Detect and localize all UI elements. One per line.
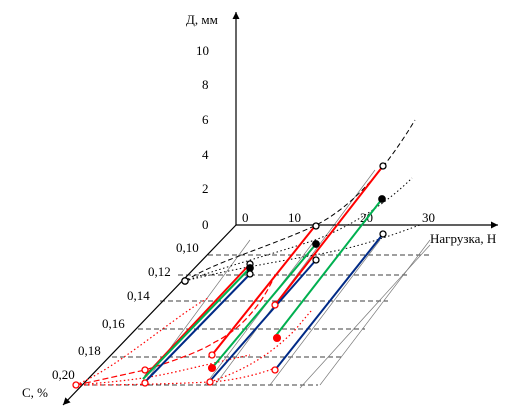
- marker-open-red: [208, 351, 216, 359]
- green-line: [142, 267, 251, 380]
- x-tick-label: 30: [422, 210, 435, 225]
- depth-axis: [62, 224, 237, 406]
- red-dotted-curve-3: [75, 297, 209, 386]
- marker-open-red: [72, 381, 80, 389]
- red-line: [211, 225, 316, 356]
- marker-open-black: [312, 222, 320, 230]
- x-axis-label: Нагрузка, Н: [430, 231, 496, 246]
- depth-projection-lines: [142, 169, 431, 389]
- x-tick-label: 10: [288, 210, 301, 225]
- marker-filled-black: [246, 264, 254, 272]
- x-tick-label: 0: [242, 210, 249, 225]
- y-axis-label: Д, мм: [186, 12, 218, 27]
- black-envelope-curves: [184, 119, 421, 282]
- horizontal-ticks: 0 10 20 30 Нагрузка, Н: [242, 210, 496, 246]
- axes: [62, 12, 498, 406]
- blue-line: [209, 259, 317, 382]
- red-dashed-curve: [75, 274, 276, 386]
- green-line: [211, 243, 317, 369]
- depth-grid: [84, 254, 430, 386]
- marker-open-red: [271, 366, 279, 374]
- marker-open-red: [206, 378, 214, 386]
- marker-filled-black: [312, 240, 320, 248]
- black-dotted-curve: [184, 177, 413, 282]
- red-dotted-curve-2: [75, 367, 276, 386]
- vertical-ticks: 0 2 4 6 8 10 Д, мм: [186, 12, 218, 232]
- marker-open-red: [141, 366, 149, 374]
- y-tick-label: 6: [202, 112, 209, 127]
- marker-open-black: [312, 256, 320, 264]
- y-tick-label: 10: [196, 43, 209, 58]
- marker-open-black: [379, 230, 387, 238]
- red-line: [274, 165, 384, 306]
- red-envelope-curves: [75, 274, 313, 386]
- blue-line: [144, 273, 251, 383]
- depth-axis-label: С, %: [22, 385, 48, 400]
- y-tick-label: 4: [202, 147, 209, 162]
- markers: [72, 162, 387, 389]
- depth-tick-label: 0,18: [78, 343, 101, 358]
- y-tick-label: 8: [202, 77, 209, 92]
- marker-filled-red: [207, 363, 217, 373]
- series-lines: [142, 165, 384, 383]
- marker-filled-black: [378, 195, 386, 203]
- marker-open-black: [379, 162, 387, 170]
- marker-open-black: [181, 277, 189, 285]
- depth-ticks: 0,10 0,12 0,14 0,16 0,18 0,20 С, %: [22, 240, 199, 400]
- depth-tick-label: 0,12: [148, 264, 171, 279]
- y-tick-label: 2: [202, 181, 209, 196]
- y-tick-label: 0: [202, 217, 209, 232]
- marker-open-black: [246, 270, 254, 278]
- depth-tick-label: 0,14: [127, 288, 150, 303]
- marker-filled-red: [272, 333, 282, 343]
- marker-open-red: [271, 301, 279, 309]
- depth-tick-label: 0,16: [102, 316, 125, 331]
- blue-line: [274, 233, 384, 371]
- depth-tick-label: 0,10: [176, 240, 199, 255]
- marker-open-red: [141, 379, 149, 387]
- depth-tick-label: 0,20: [52, 367, 75, 382]
- green-line: [273, 198, 383, 339]
